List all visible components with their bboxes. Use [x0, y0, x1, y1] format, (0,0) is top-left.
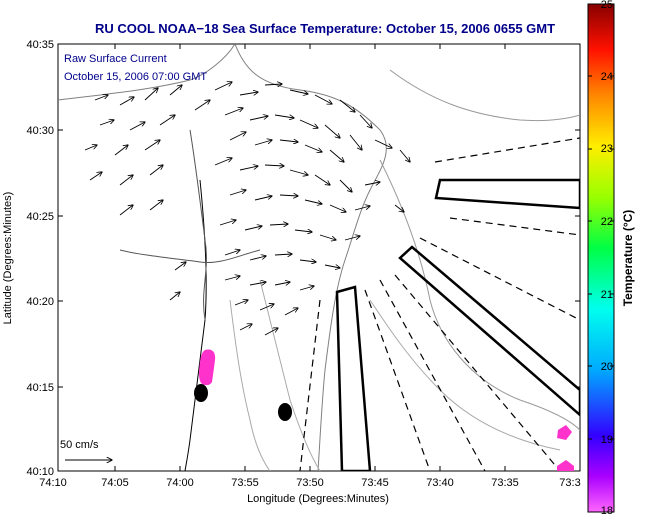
y-tick-label: 40:25 [26, 211, 54, 223]
shipping-lane-south [335, 285, 372, 471]
shipping-lane-east [434, 178, 580, 210]
sst-patch-nearshore [199, 349, 216, 386]
colorbar-tick-label: 20 [601, 361, 613, 373]
bathymetry-contour-2 [379, 159, 580, 431]
current-vectors [84, 82, 410, 336]
x-tick-label: 73:40 [426, 477, 454, 489]
station-marker-2 [278, 403, 292, 421]
y-tick-label: 40:15 [26, 382, 54, 394]
bathymetry-contour-3 [259, 279, 321, 471]
y-tick-label: 40:20 [26, 296, 54, 308]
station-marker-1 [194, 384, 208, 402]
scale-label: 50 cm/s [60, 439, 99, 451]
x-tick-label: 73:50 [296, 477, 324, 489]
x-tick-label: 73:35 [491, 477, 519, 489]
y-axis: 40:35 40:30 40:25 40:20 40:15 40:10 [26, 39, 54, 478]
x-tick-label: 74:05 [101, 477, 129, 489]
plot-frame [57, 43, 581, 472]
y-tick-label: 40:35 [26, 39, 54, 51]
sst-patch-east-2 [557, 460, 574, 471]
x-tick-label: 73:3 [559, 477, 580, 489]
dashed-fairway-lines [299, 137, 580, 471]
map-title: RU COOL NOAA−18 Sea Surface Temperature:… [95, 21, 555, 36]
y-tick-label: 40:30 [26, 125, 54, 137]
colorbar-label: Temperature (°C) [621, 210, 635, 307]
x-axis: 74:10 74:05 74:00 73:55 73:50 73:45 73:4… [39, 477, 580, 489]
colorbar-tick-label: 18 [601, 505, 613, 517]
bathymetry-contour-4 [229, 299, 271, 471]
bathymetry-contour-1 [389, 69, 580, 121]
colorbar-tick-label: 25 [601, 0, 613, 11]
x-tick-label: 73:55 [231, 477, 259, 489]
sst-patch-east-1 [557, 425, 572, 440]
colorbar-tick-label: 24 [601, 71, 613, 83]
x-axis-label: Longitude (Degrees:Minutes) [247, 493, 389, 505]
colorbar-tick-label: 22 [601, 216, 613, 228]
coastline [58, 44, 387, 471]
colorbar [587, 3, 615, 513]
coastline-inner [184, 179, 207, 471]
x-tick-label: 74:10 [39, 477, 67, 489]
river-channel [119, 129, 261, 321]
x-tick-label: 73:45 [361, 477, 389, 489]
shipping-lane-southeast [398, 245, 580, 417]
colorbar-ticks: 25 24 23 22 21 20 19 18 [601, 0, 613, 517]
y-axis-label: Latitude (Degrees:Minutes) [2, 192, 14, 325]
overlay-current-time: October 15, 2006 07:00 GMT [64, 71, 207, 83]
overlay-current-label: Raw Surface Current [64, 53, 167, 65]
y-tick-label: 40:10 [26, 466, 54, 478]
colorbar-tick-label: 19 [601, 434, 613, 446]
colorbar-tick-label: 23 [601, 143, 613, 155]
x-tick-label: 74:00 [166, 477, 194, 489]
colorbar-tick-label: 21 [601, 289, 613, 301]
